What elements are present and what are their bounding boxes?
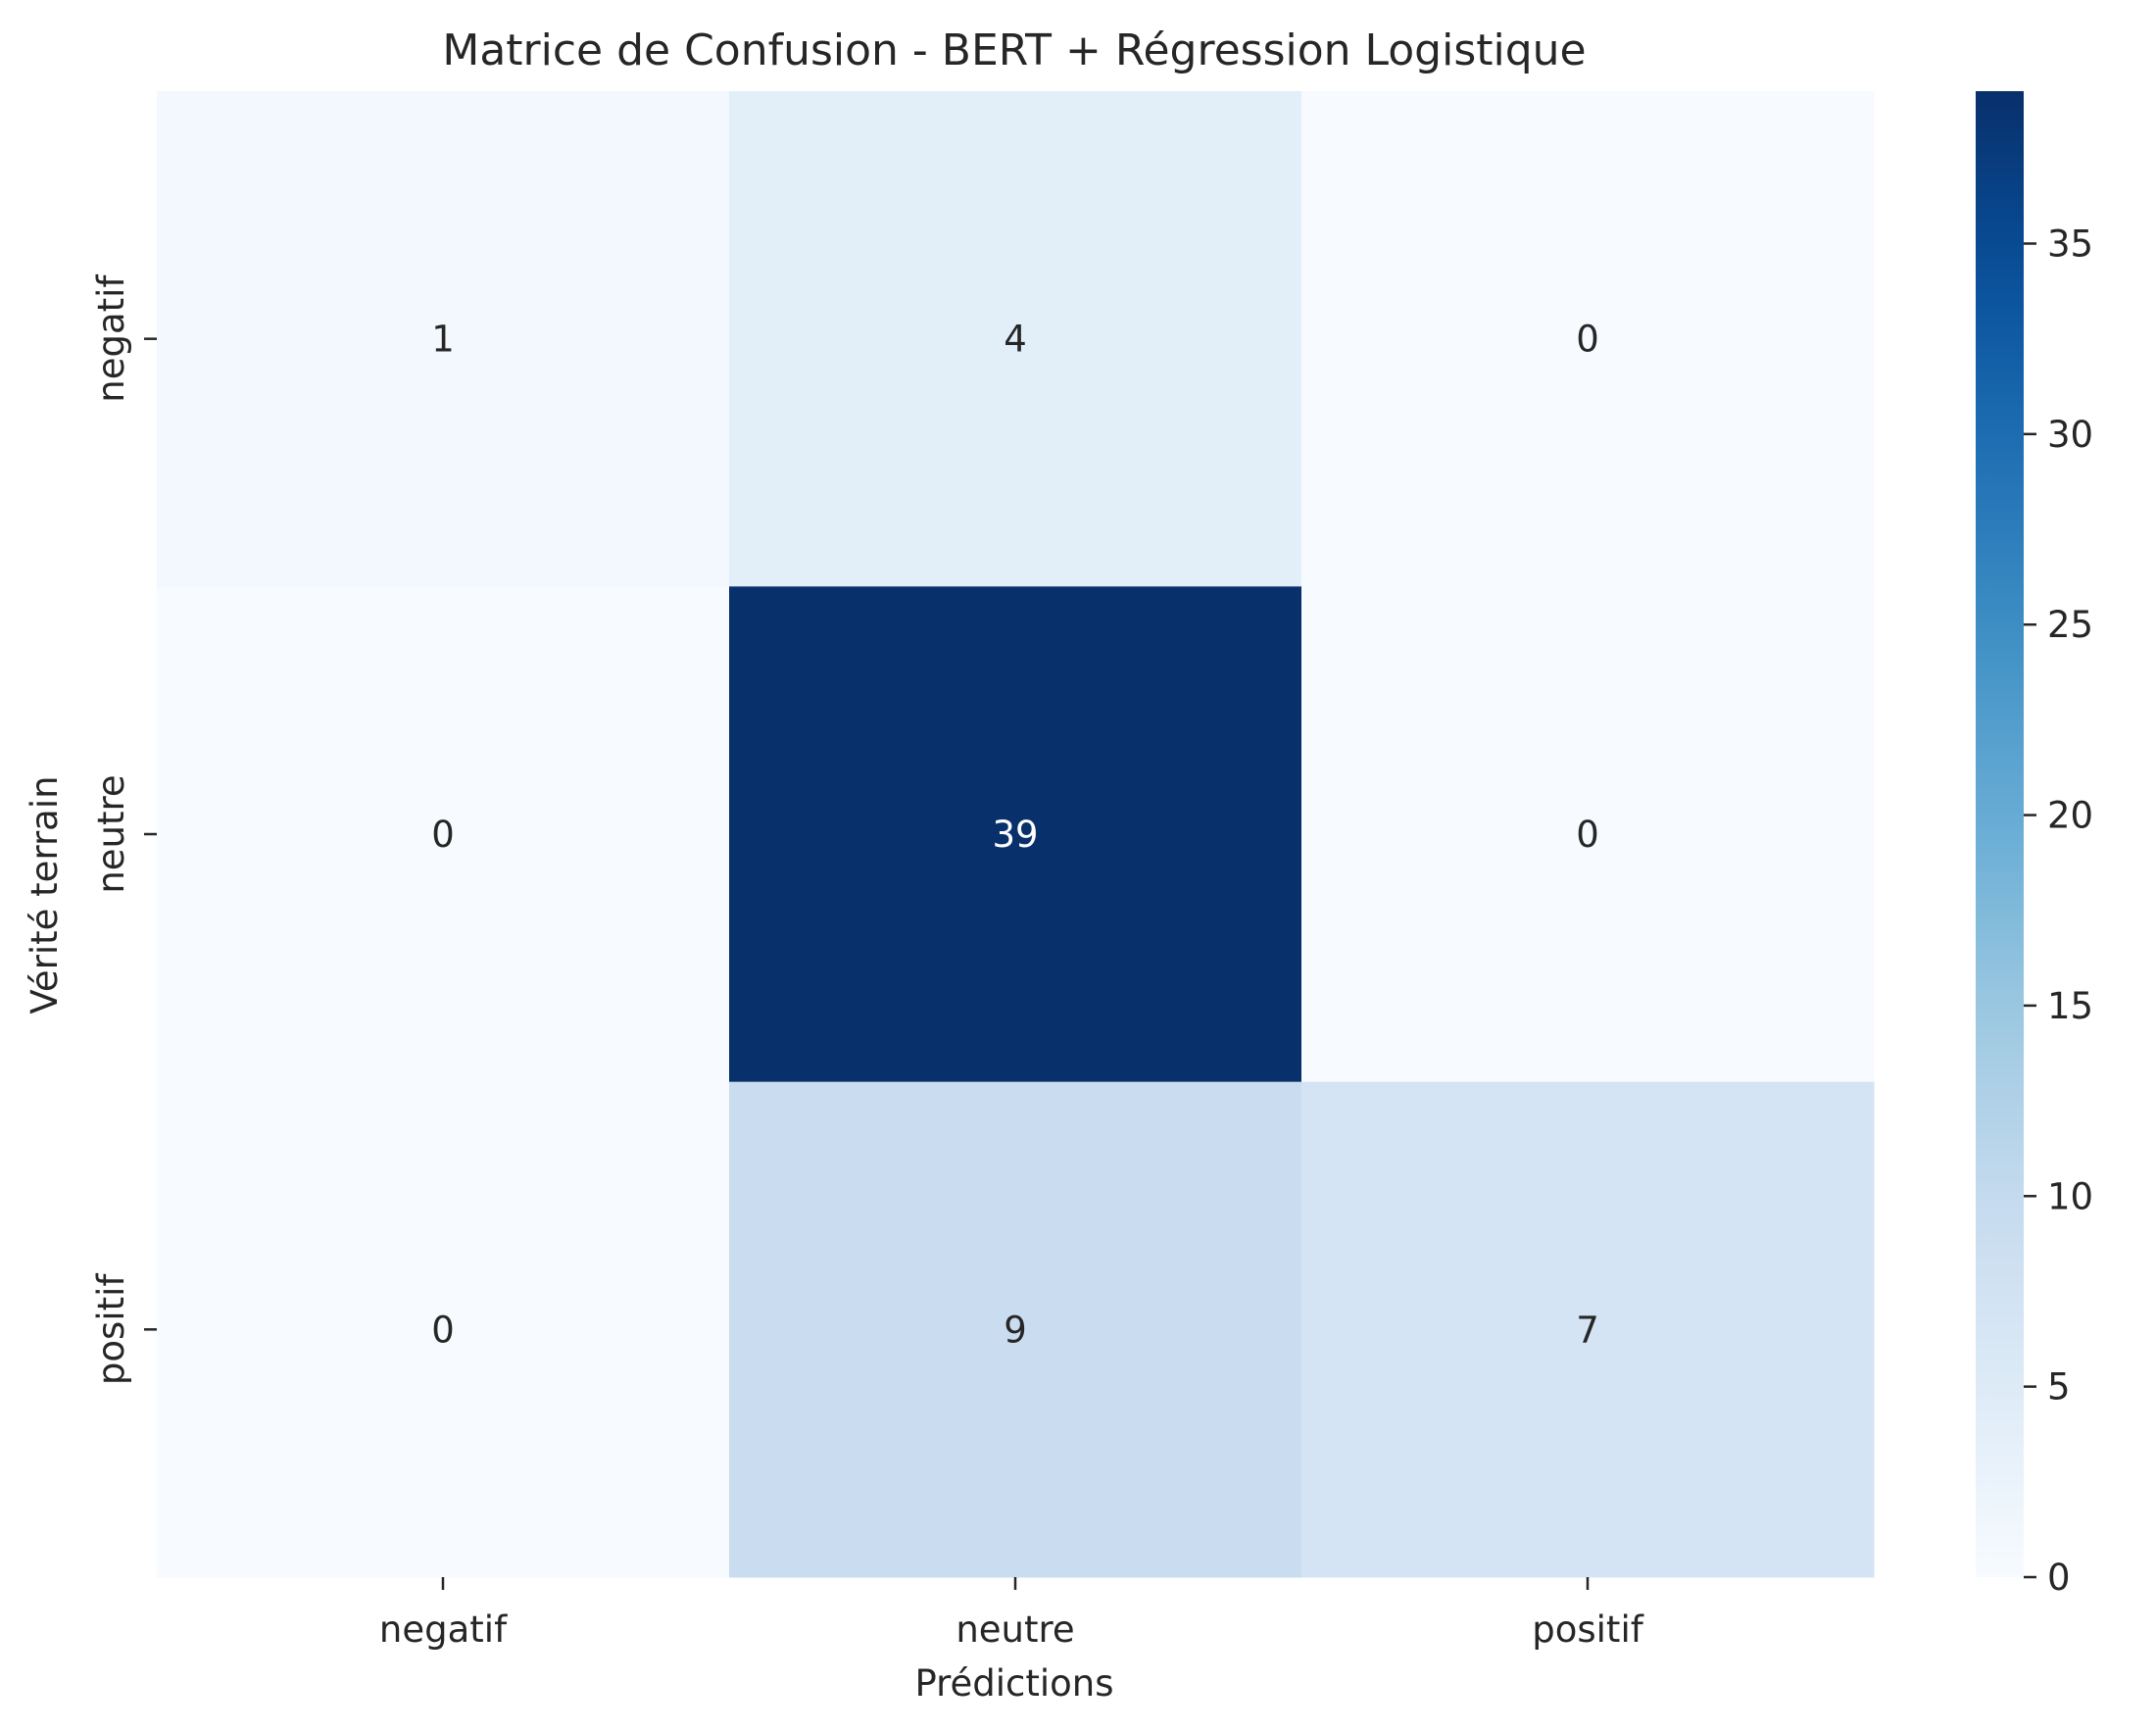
x-tick-label: negatif bbox=[379, 1608, 508, 1651]
heatmap-cell bbox=[1301, 586, 1875, 1083]
colorbar-tick-label: 10 bbox=[2047, 1175, 2093, 1217]
x-axis-label: Prédictions bbox=[914, 1662, 1113, 1705]
heatmap-cell bbox=[157, 1081, 730, 1578]
colorbar-tick-label: 5 bbox=[2047, 1366, 2071, 1409]
colorbar-tick-label: 25 bbox=[2047, 604, 2093, 646]
heatmap-cell bbox=[157, 91, 730, 587]
heatmap-cell bbox=[729, 1081, 1302, 1578]
y-axis-label: Vérité terrain bbox=[24, 775, 66, 1014]
chart-title: Matrice de Confusion - BERT + Régression… bbox=[442, 25, 1586, 75]
colorbar-tick-label: 15 bbox=[2047, 985, 2093, 1027]
y-tick-label: positif bbox=[90, 1273, 132, 1385]
cell-value-label: 7 bbox=[1576, 1309, 1599, 1351]
heatmap-cell bbox=[729, 586, 1302, 1083]
cell-value-label: 39 bbox=[992, 814, 1038, 856]
colorbar-tick-label: 30 bbox=[2047, 414, 2093, 456]
cell-value-label: 1 bbox=[431, 319, 455, 361]
x-tick-label: neutre bbox=[956, 1608, 1074, 1651]
y-axis: negatif neutre positif bbox=[90, 274, 157, 1385]
heatmap-cell bbox=[157, 586, 730, 1083]
heatmap-cell bbox=[729, 91, 1302, 587]
colorbar: 0 5 10 15 20 25 30 35 bbox=[1976, 91, 2093, 1599]
colorbar-gradient bbox=[1976, 91, 2024, 1577]
cell-value-label: 0 bbox=[431, 1309, 455, 1351]
y-tick-label: neutre bbox=[90, 774, 132, 893]
colorbar-tick-label: 20 bbox=[2047, 795, 2093, 837]
heatmap-area: 1 4 0 0 39 0 0 9 7 bbox=[157, 91, 1875, 1578]
colorbar-tick-label: 0 bbox=[2047, 1557, 2071, 1599]
cell-value-label: 0 bbox=[431, 814, 455, 856]
cell-value-label: 4 bbox=[1004, 319, 1027, 361]
cell-value-label: 0 bbox=[1576, 319, 1599, 361]
heatmap-cell bbox=[1301, 91, 1875, 587]
heatmap-cell bbox=[1301, 1081, 1875, 1578]
y-tick-label: negatif bbox=[90, 274, 132, 403]
x-tick-label: positif bbox=[1532, 1608, 1643, 1651]
colorbar-tick-label: 35 bbox=[2047, 223, 2093, 265]
x-axis: negatif neutre positif bbox=[379, 1577, 1644, 1651]
cell-value-label: 9 bbox=[1004, 1309, 1027, 1351]
cell-value-label: 0 bbox=[1576, 814, 1599, 856]
